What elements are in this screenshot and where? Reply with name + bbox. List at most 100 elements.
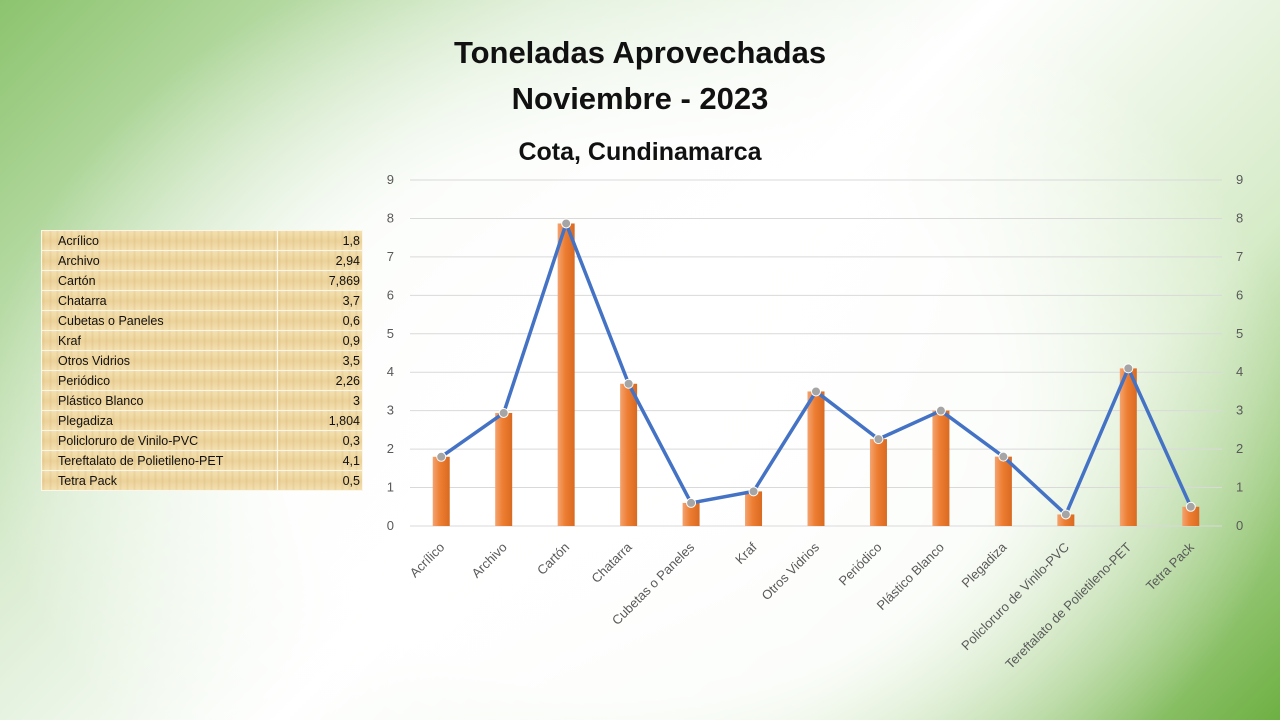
y2-tick-label: 2 <box>1236 441 1243 456</box>
table-cell-value: 3,5 <box>277 350 363 371</box>
table-row: Chatarra 3,7 <box>41 290 363 311</box>
y-tick-label: 9 <box>387 172 394 187</box>
table-row: Acrílico 1,8 <box>41 230 363 251</box>
y-tick-label: 6 <box>387 287 394 302</box>
table-cell-label: Cartón <box>41 270 278 291</box>
bar <box>432 456 450 526</box>
bar <box>807 391 825 526</box>
table-cell-value: 7,869 <box>277 270 363 291</box>
bar <box>1119 368 1137 526</box>
bar <box>869 439 887 526</box>
bar <box>620 383 638 526</box>
table-row: Tereftalato de Polietileno-PET 4,1 <box>41 450 363 471</box>
table-row: Otros Vidrios 3,5 <box>41 350 363 371</box>
line-point <box>436 451 447 462</box>
x-tick-label: Cartón <box>534 540 572 578</box>
combo-chart: 0 1 2 3 4 5 6 7 8 9 0 1 2 3 4 5 6 7 8 9 Acrílico Archivo Cartó… <box>387 172 1243 672</box>
y-tick-label: 7 <box>387 249 394 264</box>
table-row: Tetra Pack 0,5 <box>41 470 363 491</box>
bar <box>1057 514 1075 526</box>
y-tick-label: 5 <box>387 326 394 341</box>
bar <box>932 410 950 526</box>
table-cell-value: 2,94 <box>277 250 363 271</box>
x-tick-label: Plástico Blanco <box>874 540 947 613</box>
table-cell-label: Tereftalato de Polietileno-PET <box>41 450 278 471</box>
table-row: Policloruro de Vinilo-PVC 0,3 <box>41 430 363 451</box>
line-point <box>998 451 1009 462</box>
bar <box>1182 506 1200 526</box>
line-point <box>561 218 572 229</box>
table-cell-label: Chatarra <box>41 290 278 311</box>
x-tick-label: Policloruro de Vinilo-PVC <box>958 540 1072 654</box>
table-cell-label: Archivo <box>41 250 278 271</box>
y2-tick-label: 0 <box>1236 518 1243 533</box>
x-tick-label: Tetra Pack <box>1143 539 1197 593</box>
y-tick-label: 2 <box>387 441 394 456</box>
y2-tick-label: 8 <box>1236 210 1243 225</box>
table-cell-label: Cubetas o Paneles <box>41 310 278 331</box>
y2-tick-label: 9 <box>1236 172 1243 187</box>
table-cell-value: 1,8 <box>277 230 363 251</box>
line-point <box>498 407 509 418</box>
chart-titles: Toneladas Aprovechadas Noviembre - 2023 … <box>390 30 890 172</box>
table-cell-label: Tetra Pack <box>41 470 278 491</box>
line-point <box>935 405 946 416</box>
line-point <box>686 497 697 508</box>
chart-title: Toneladas Aprovechadas <box>453 35 827 70</box>
table-cell-value: 0,6 <box>277 310 363 331</box>
table-row: Cartón 7,869 <box>41 270 363 291</box>
x-tick-label: Periódico <box>836 540 885 589</box>
table-cell-label: Acrílico <box>41 230 278 251</box>
line-point <box>1060 509 1071 520</box>
bar <box>682 502 700 526</box>
y-tick-label: 8 <box>387 210 394 225</box>
x-tick-label: Archivo <box>469 540 510 581</box>
bar <box>745 491 763 526</box>
table-row: Plástico Blanco 3 <box>41 390 363 411</box>
bar <box>557 223 575 527</box>
chart-location: Cota, Cundinamarca <box>518 138 762 166</box>
line-point <box>811 386 821 397</box>
y-tick-label: 4 <box>387 364 394 379</box>
table-row: Plegadiza 1,804 <box>41 410 363 431</box>
x-tick-label: Otros Vidrios <box>759 539 823 603</box>
line-point <box>623 378 634 389</box>
table-row: Periódico 2,26 <box>41 370 363 391</box>
y2-tick-label: 7 <box>1236 249 1243 264</box>
table-cell-value: 0,9 <box>277 330 363 351</box>
x-tick-label: Chatarra <box>588 539 635 586</box>
table-cell-label: Otros Vidrios <box>41 350 278 371</box>
table-cell-value: 4,1 <box>277 450 363 471</box>
x-tick-label: Acrílico <box>407 540 448 581</box>
table-row: Cubetas o Paneles 0,6 <box>41 310 363 331</box>
y-tick-label: 0 <box>387 518 394 533</box>
table-cell-value: 2,26 <box>277 370 363 391</box>
y2-tick-label: 5 <box>1236 326 1243 341</box>
table-cell-label: Plástico Blanco <box>41 390 278 411</box>
table-cell-label: Plegadiza <box>41 410 278 431</box>
table-cell-value: 1,804 <box>277 410 363 431</box>
y2-tick-label: 6 <box>1236 287 1243 302</box>
table-cell-value: 3,7 <box>277 290 363 311</box>
chart-subtitle: Noviembre - 2023 <box>511 81 769 116</box>
y2-tick-label: 4 <box>1236 364 1243 379</box>
y-tick-label: 3 <box>387 403 394 418</box>
line-point <box>873 434 884 445</box>
y2-tick-label: 3 <box>1236 403 1243 418</box>
table-cell-value: 0,5 <box>277 470 363 491</box>
table-cell-label: Policloruro de Vinilo-PVC <box>41 430 278 451</box>
line-point <box>1123 363 1134 374</box>
table-cell-label: Periódico <box>41 370 278 391</box>
table-row: Kraf 0,9 <box>41 330 363 351</box>
table-cell-value: 3 <box>277 390 363 411</box>
bar <box>994 456 1012 526</box>
table-cell-value: 0,3 <box>277 430 363 451</box>
y-tick-label: 1 <box>387 480 394 495</box>
x-tick-label: Plegadiza <box>959 539 1011 591</box>
x-tick-label: Kraf <box>732 539 760 567</box>
bar <box>495 412 513 526</box>
y2-tick-label: 1 <box>1236 480 1243 495</box>
data-table: Acrílico 1,8 Archivo 2,94 Cartón 7,869 Chatarr… <box>41 230 363 491</box>
table-row: Archivo 2,94 <box>41 250 363 271</box>
table-cell-label: Kraf <box>41 330 278 351</box>
